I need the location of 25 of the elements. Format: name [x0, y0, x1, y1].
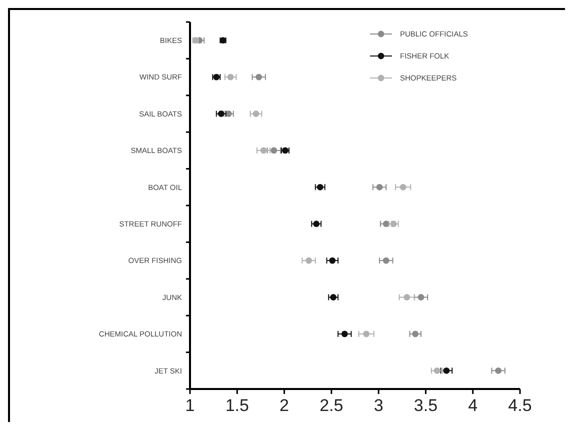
point [418, 294, 424, 300]
x-tick-label: 3.5 [414, 396, 438, 415]
x-tick-label: 2 [280, 396, 290, 415]
point [495, 367, 502, 374]
x-tick-label: 2.5 [320, 396, 344, 415]
point [256, 74, 262, 80]
x-tick-label: 4 [468, 396, 478, 415]
point [376, 184, 383, 190]
point [316, 184, 324, 190]
x-tick-label: 1 [185, 396, 195, 415]
point [227, 74, 234, 80]
x-tick-label: 1.5 [225, 396, 249, 415]
x-tick-label: 4.5 [508, 396, 532, 415]
point [363, 330, 370, 338]
point [330, 294, 337, 300]
point [252, 110, 260, 117]
point [313, 220, 320, 228]
point [382, 257, 390, 264]
point [329, 257, 336, 264]
point [412, 330, 419, 338]
point [341, 330, 348, 338]
point [400, 184, 406, 190]
point [404, 294, 410, 300]
x-tick-label: 3 [374, 396, 384, 415]
point [306, 257, 312, 264]
